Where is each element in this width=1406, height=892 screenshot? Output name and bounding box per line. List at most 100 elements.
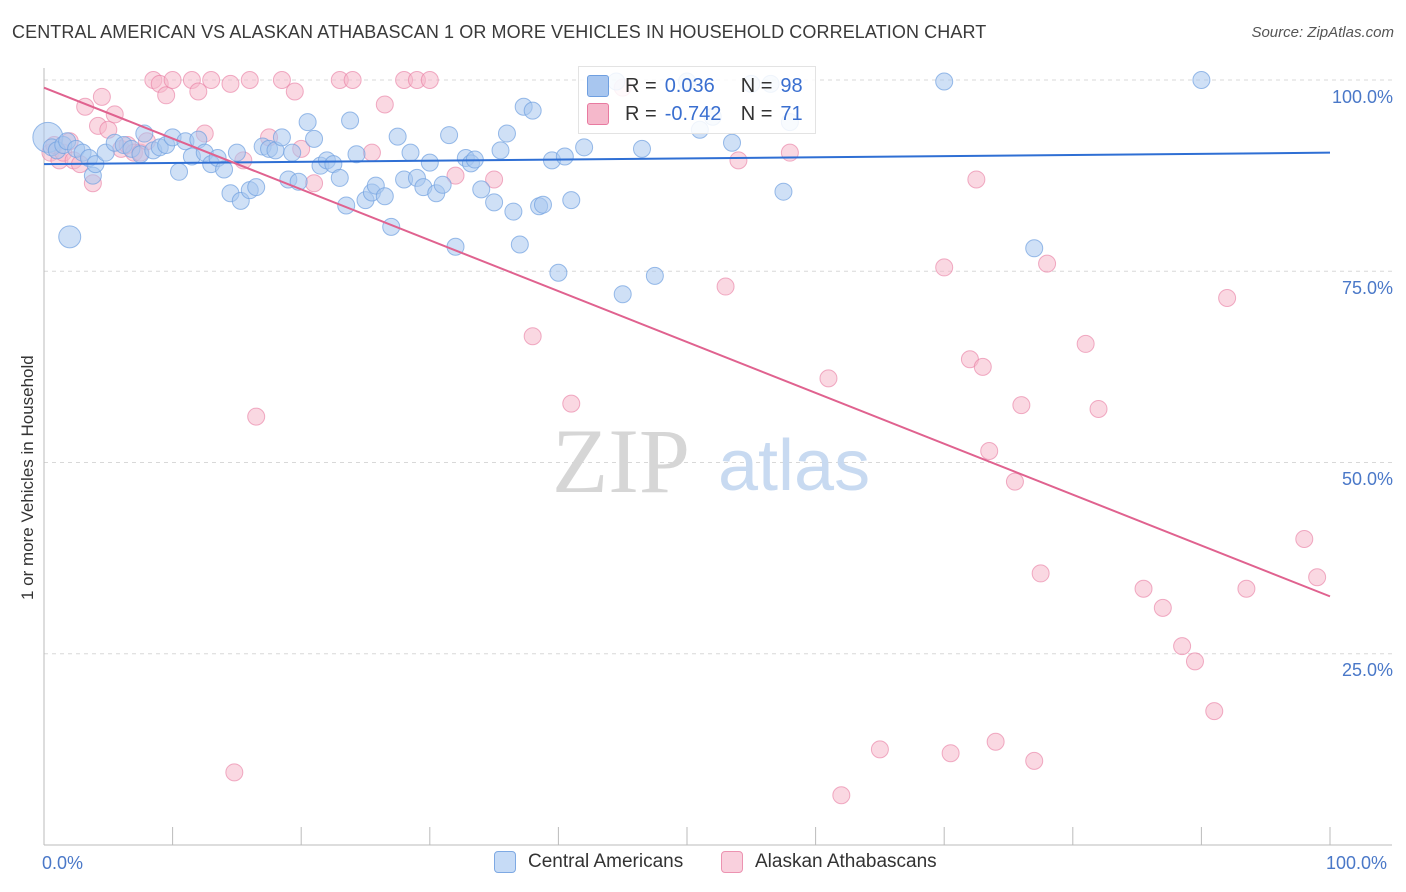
data-point-alaskan [285, 82, 304, 101]
trend-line-alaskan [43, 86, 1331, 598]
data-point-central [555, 147, 574, 166]
data-point-alaskan [967, 170, 986, 189]
data-point-alaskan [485, 170, 504, 189]
stats-row-central-americans: R = 0.036 N = 98 [587, 73, 803, 99]
data-point-central [440, 126, 459, 145]
watermark-atlas: atlas [718, 426, 870, 506]
swatch-blue [587, 75, 609, 97]
data-point-central [330, 168, 349, 187]
data-point-alaskan [986, 732, 1005, 751]
x-tick-label-100: 100.0% [1326, 853, 1388, 873]
y-tick-label-100: 100.0% [1331, 87, 1393, 107]
source-label: Source: ZipAtlas.com [1251, 24, 1394, 41]
watermark-zip: ZIP [552, 410, 690, 512]
data-point-alaskan [420, 71, 439, 89]
data-point-alaskan [523, 327, 542, 346]
data-point-alaskan [729, 151, 748, 170]
data-point-central [215, 160, 234, 179]
data-point-alaskan [1205, 702, 1224, 721]
data-point-alaskan [1237, 579, 1256, 598]
data-point-central [1025, 239, 1044, 258]
data-point-central [420, 153, 439, 172]
data-point-alaskan [225, 763, 244, 782]
data-point-alaskan [1134, 579, 1153, 598]
data-point-central [305, 129, 324, 148]
data-point-central [510, 235, 529, 254]
legend-swatch-pink [721, 851, 743, 873]
data-point-central [472, 180, 491, 199]
data-point-alaskan [562, 394, 581, 413]
data-point-central [341, 111, 360, 130]
data-point-alaskan [1218, 289, 1237, 308]
trend-lines [43, 86, 1331, 598]
data-point-central [485, 193, 504, 212]
trend-line-central [43, 151, 1331, 166]
swatch-pink [587, 103, 609, 125]
data-point-central [247, 178, 266, 197]
series-legend: Central Americans Alaskan Athabascans [0, 851, 1406, 879]
data-point-alaskan [343, 71, 362, 89]
r-value: 0.036 [664, 74, 715, 97]
data-point-central [533, 195, 552, 214]
data-point-central [504, 202, 523, 221]
y-tick-label-50: 50.0% [1341, 469, 1393, 489]
data-point-alaskan [819, 369, 838, 388]
legend-item-central-americans[interactable]: Central Americans [494, 851, 683, 873]
data-point-alaskan [1173, 637, 1192, 656]
legend-label: Alaskan Athabascans [755, 851, 937, 872]
n-value: 98 [780, 74, 803, 97]
data-point-alaskan [221, 74, 240, 93]
data-point-central [375, 187, 394, 206]
data-point-central [523, 101, 542, 120]
data-point-central [645, 266, 664, 285]
data-point-alaskan [163, 71, 182, 89]
x-tick-label-0: 0.0% [42, 853, 84, 873]
data-point-central [1192, 71, 1211, 89]
data-point-central [491, 141, 510, 160]
data-point-alaskan [1038, 254, 1057, 273]
data-point-central [170, 162, 189, 181]
data-point-alaskan [202, 71, 221, 89]
data-point-alaskan [980, 442, 999, 461]
data-point-alaskan [240, 71, 259, 89]
data-point-alaskan [832, 786, 851, 805]
data-point-alaskan [1308, 568, 1327, 587]
data-point-central [632, 139, 651, 158]
y-tick-label-25: 25.0% [1341, 660, 1393, 680]
data-point-alaskan [189, 82, 208, 101]
data-point-alaskan [973, 357, 992, 376]
data-point-alaskan [716, 277, 735, 296]
chart-title: CENTRAL AMERICAN VS ALASKAN ATHABASCAN 1… [12, 22, 987, 42]
n-value: 71 [780, 102, 803, 125]
legend-item-alaskan-athabascans[interactable]: Alaskan Athabascans [721, 851, 937, 873]
series-central-americans [32, 71, 1211, 304]
data-point-alaskan [935, 258, 954, 277]
data-point-alaskan [1153, 598, 1172, 617]
data-point-alaskan [941, 744, 960, 763]
n-label: N = [740, 102, 773, 125]
data-point-alaskan [247, 407, 266, 426]
data-point-central [227, 143, 246, 162]
data-point-alaskan [1005, 472, 1024, 491]
data-point-alaskan [446, 166, 465, 185]
data-point-central [774, 182, 793, 201]
data-point-alaskan [780, 143, 799, 162]
axes [43, 68, 1392, 846]
n-label: N = [740, 74, 773, 97]
data-point-alaskan [1076, 334, 1095, 353]
data-point-alaskan [305, 174, 324, 193]
data-point-central [562, 191, 581, 210]
stats-legend: R = 0.036 N = 98 R = -0.742 N = 71 [578, 66, 816, 134]
r-label: R = [625, 74, 657, 97]
data-point-central [298, 113, 317, 132]
data-point-central [283, 143, 302, 162]
data-point-alaskan [105, 105, 124, 124]
data-point-alaskan [1185, 652, 1204, 671]
legend-swatch-blue [494, 851, 516, 873]
data-point-alaskan [92, 87, 111, 106]
data-point-central [549, 263, 568, 282]
data-point-alaskan [375, 95, 394, 114]
data-point-central [388, 127, 407, 146]
data-point-central [497, 124, 516, 143]
data-point-alaskan [1031, 564, 1050, 583]
